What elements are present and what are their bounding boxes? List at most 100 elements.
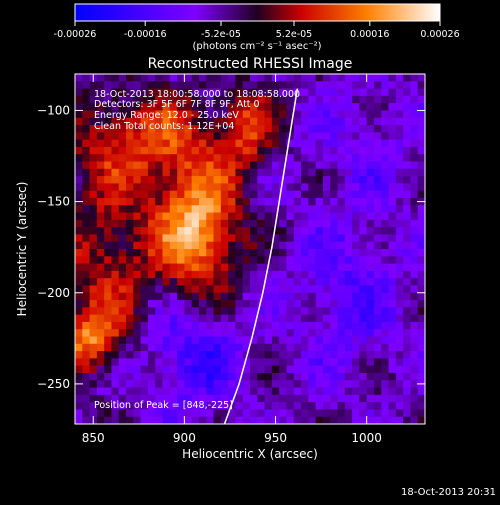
heatmap-pixel xyxy=(388,343,397,352)
heatmap-pixel xyxy=(373,168,382,177)
heatmap-pixel xyxy=(395,176,404,184)
heatmap-pixel xyxy=(169,176,178,184)
heatmap-pixel xyxy=(155,197,163,206)
heatmap-pixel xyxy=(271,212,280,221)
heatmap-pixel xyxy=(126,380,134,388)
heatmap-pixel xyxy=(198,351,207,359)
heatmap-pixel xyxy=(250,132,258,141)
heatmap-pixel xyxy=(191,307,200,316)
heatmap-pixel xyxy=(96,307,105,316)
heatmap-pixel xyxy=(140,176,149,184)
heatmap-pixel xyxy=(177,351,185,359)
heatmap-pixel xyxy=(228,329,236,337)
heatmap-pixel xyxy=(228,176,236,184)
heatmap-pixel xyxy=(359,358,368,367)
heatmap-pixel xyxy=(322,110,331,119)
heatmap-pixel xyxy=(264,161,273,170)
heatmap-pixel xyxy=(322,365,331,374)
heatmap-pixel xyxy=(388,205,397,213)
heatmap-pixel xyxy=(388,358,397,367)
heatmap-pixel xyxy=(140,285,149,294)
heatmap-pixel xyxy=(286,394,295,403)
heatmap-pixel xyxy=(155,88,163,97)
heatmap-pixel xyxy=(191,95,200,104)
heatmap-pixel xyxy=(330,416,338,424)
heatmap-pixel xyxy=(191,146,200,155)
heatmap-pixel xyxy=(177,380,185,388)
heatmap-pixel xyxy=(147,270,156,279)
heatmap-pixel xyxy=(111,227,120,235)
heatmap-pixel xyxy=(235,74,244,82)
heatmap-pixel xyxy=(250,372,258,381)
heatmap-pixel xyxy=(403,394,411,403)
heatmap-pixel xyxy=(111,125,120,133)
heatmap-pixel xyxy=(359,394,368,403)
heatmap-pixel xyxy=(169,241,178,250)
heatmap-pixel xyxy=(395,88,404,97)
heatmap-pixel xyxy=(330,154,338,162)
heatmap-pixel xyxy=(337,183,346,192)
heatmap-pixel xyxy=(322,219,331,228)
heatmap-pixel xyxy=(184,314,193,323)
heatmap-pixel xyxy=(111,416,120,424)
heatmap-pixel xyxy=(279,110,287,119)
heatmap-pixel xyxy=(417,394,425,403)
heatmap-pixel xyxy=(264,387,273,396)
heatmap-pixel xyxy=(352,212,360,221)
heatmap-pixel xyxy=(104,270,112,279)
heatmap-pixel xyxy=(96,365,105,374)
heatmap-pixel xyxy=(235,212,244,221)
heatmap-pixel xyxy=(381,365,389,374)
heatmap-pixel xyxy=(293,176,302,184)
heatmap-pixel xyxy=(257,81,265,89)
heatmap-pixel xyxy=(388,314,397,323)
heatmap-pixel xyxy=(162,117,171,126)
heatmap-pixel xyxy=(301,183,309,192)
heatmap-pixel xyxy=(286,110,295,119)
heatmap-pixel xyxy=(242,154,251,162)
heatmap-pixel xyxy=(264,372,273,381)
heatmap-pixel xyxy=(417,351,425,359)
heatmap-pixel xyxy=(410,394,419,403)
heatmap-pixel xyxy=(344,117,353,126)
heatmap-pixel xyxy=(330,241,338,250)
heatmap-pixel xyxy=(315,95,324,104)
heatmap-pixel xyxy=(111,394,120,403)
heatmap-pixel xyxy=(381,307,389,316)
heatmap-pixel xyxy=(330,285,338,294)
heatmap-pixel xyxy=(344,234,353,243)
annotation-detectors: Detectors: 3F 5F 6F 7F 8F 9F, Att 0 xyxy=(94,99,260,110)
heatmap-pixel xyxy=(264,205,273,213)
heatmap-pixel xyxy=(352,197,360,206)
heatmap-pixel xyxy=(169,336,178,345)
heatmap-pixel xyxy=(337,205,346,213)
heatmap-pixel xyxy=(191,351,200,359)
heatmap-pixel xyxy=(104,161,112,170)
heatmap-pixel xyxy=(330,292,338,301)
heatmap-pixel xyxy=(96,351,105,359)
heatmap-pixel xyxy=(403,329,411,337)
heatmap-pixel xyxy=(264,132,273,141)
heatmap-pixel xyxy=(104,205,112,213)
heatmap-pixel xyxy=(337,168,346,177)
heatmap-pixel xyxy=(301,394,309,403)
heatmap-pixel xyxy=(352,409,360,418)
heatmap-pixel xyxy=(111,336,120,345)
heatmap-pixel xyxy=(403,336,411,345)
heatmap-pixel xyxy=(147,336,156,345)
heatmap-pixel xyxy=(220,197,229,206)
heatmap-pixel xyxy=(264,219,273,228)
heatmap-pixel xyxy=(257,343,265,352)
heatmap-pixel xyxy=(162,336,171,345)
heatmap-pixel xyxy=(126,409,134,418)
heatmap-pixel xyxy=(279,329,287,337)
heatmap-pixel xyxy=(264,168,273,177)
heatmap-pixel xyxy=(133,176,142,184)
heatmap-pixel xyxy=(89,380,98,388)
heatmap-pixel xyxy=(228,336,236,345)
heatmap-pixel xyxy=(330,365,338,374)
heatmap-pixel xyxy=(155,329,163,337)
annotation-clean-counts: Clean Total counts: 1.12E+04 xyxy=(94,121,234,132)
heatmap-pixel xyxy=(293,394,302,403)
heatmap-pixel xyxy=(315,219,324,228)
